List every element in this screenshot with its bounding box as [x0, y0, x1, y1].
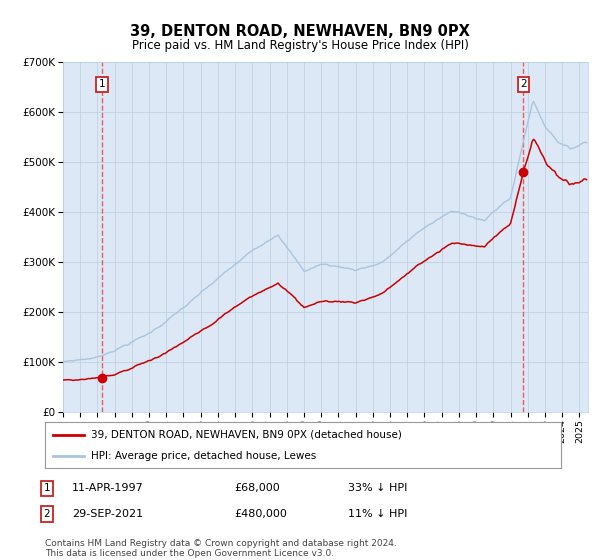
- Text: Price paid vs. HM Land Registry's House Price Index (HPI): Price paid vs. HM Land Registry's House …: [131, 39, 469, 53]
- Text: £68,000: £68,000: [234, 483, 280, 493]
- Text: 1: 1: [43, 483, 50, 493]
- Text: Contains HM Land Registry data © Crown copyright and database right 2024.
This d: Contains HM Land Registry data © Crown c…: [45, 539, 397, 558]
- Text: 33% ↓ HPI: 33% ↓ HPI: [348, 483, 407, 493]
- Text: £480,000: £480,000: [234, 509, 287, 519]
- Text: 29-SEP-2021: 29-SEP-2021: [72, 509, 143, 519]
- Text: HPI: Average price, detached house, Lewes: HPI: Average price, detached house, Lewe…: [91, 451, 317, 461]
- Text: 11% ↓ HPI: 11% ↓ HPI: [348, 509, 407, 519]
- Text: 2: 2: [43, 509, 50, 519]
- Text: 1: 1: [99, 80, 106, 90]
- Text: 2: 2: [520, 80, 527, 90]
- Text: 39, DENTON ROAD, NEWHAVEN, BN9 0PX: 39, DENTON ROAD, NEWHAVEN, BN9 0PX: [130, 24, 470, 39]
- Text: 11-APR-1997: 11-APR-1997: [72, 483, 144, 493]
- Text: 39, DENTON ROAD, NEWHAVEN, BN9 0PX (detached house): 39, DENTON ROAD, NEWHAVEN, BN9 0PX (deta…: [91, 430, 403, 440]
